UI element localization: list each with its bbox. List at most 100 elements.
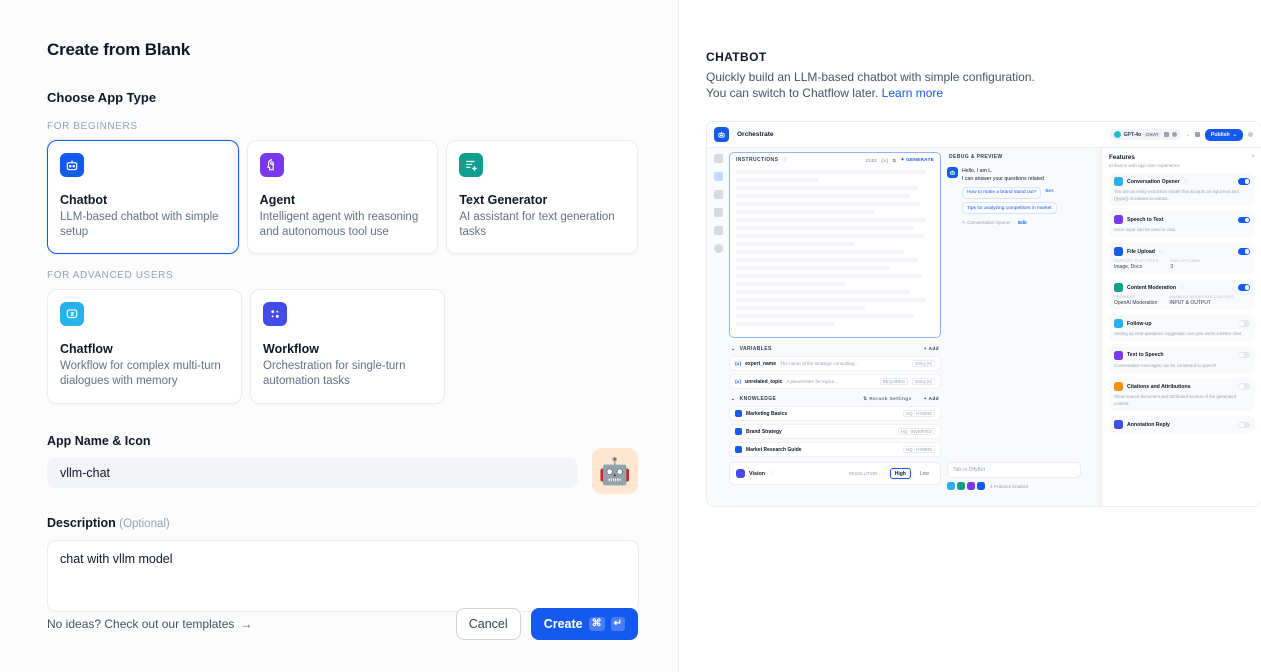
variable-desc: The name of the strategic consulting... [780, 361, 858, 367]
greeting-line-1: Hello, I am L. [962, 168, 993, 175]
compare-icon[interactable] [1194, 132, 1200, 138]
instructions-panel[interactable]: INSTRUCTIONS ⓘ 2182 {x} ⧉ ✦ GENERATE [729, 152, 941, 339]
description-textarea[interactable] [47, 539, 639, 612]
agent-brain-icon [259, 153, 284, 177]
feature-toggle[interactable] [1238, 320, 1250, 327]
variable-row[interactable]: {x} expert_name The name of the strategi… [729, 356, 941, 372]
info-description-text: Quickly build an LLM-based chatbot with … [706, 70, 1035, 100]
templates-link[interactable]: No ideas? Check out our templates → [47, 617, 252, 631]
feature-card-follow-up[interactable]: Follow-up Setting up next questions sugg… [1109, 315, 1255, 342]
rail-settings-icon[interactable] [713, 244, 723, 254]
insert-variable-icon[interactable]: {x} [881, 157, 889, 163]
skeleton-line [736, 218, 927, 222]
knowledge-row[interactable]: Market Research Guide HQ · HYBRID [729, 442, 941, 458]
create-button[interactable]: Create ⌘ ↵ [530, 608, 638, 640]
chevron-down-icon[interactable]: ⌄ [731, 346, 736, 353]
preview-topbar-right: GPT-4o CHAT ⌄ Publish ⌄ [1109, 128, 1253, 141]
rail-image-icon[interactable] [713, 190, 723, 200]
feature-card-annotation-reply[interactable]: Annotation Reply [1109, 416, 1255, 434]
rail-orchestrate-icon[interactable] [713, 172, 723, 182]
resolution-option-high[interactable]: High [889, 468, 911, 480]
for-beginners-label: FOR BEGINNERS [47, 121, 138, 132]
feature-card-citations[interactable]: Citations and Attributions Show source d… [1109, 378, 1255, 412]
suggested-question-overflow[interactable]: Bes [1045, 188, 1054, 194]
opener-edit-link[interactable]: Edit [1018, 220, 1027, 226]
skeleton-line [736, 298, 927, 302]
info-title: CHATBOT [706, 50, 767, 64]
meta-value: Image, Docs [1114, 264, 1143, 271]
app-type-card-workflow[interactable]: Workflow Orchestration for single-turn a… [250, 289, 445, 404]
suggested-question[interactable]: How to make a brand stand out? [962, 186, 1042, 199]
variable-type-badge: String (8) [911, 360, 935, 368]
add-knowledge-button[interactable]: + Add [923, 396, 939, 402]
feature-card-conversation-opener[interactable]: Conversation Opener ⓘ You are an entity … [1109, 173, 1255, 207]
chevron-down-icon: ⌄ [1232, 131, 1237, 138]
app-name-input[interactable] [47, 457, 578, 488]
info-icon: ⓘ [1180, 284, 1185, 290]
text-to-speech-icon [1114, 350, 1123, 360]
app-type-name: Agent [259, 193, 296, 207]
history-icon[interactable] [1248, 132, 1253, 138]
skeleton-line [736, 322, 835, 326]
feature-card-file-upload[interactable]: File Upload ⓘ SUPPORT FILE TYPES Image, … [1109, 243, 1255, 275]
app-type-card-chatflow[interactable]: Chatflow Workflow for complex multi-turn… [47, 289, 242, 404]
info-icon: ⓘ [1183, 178, 1189, 184]
chat-input[interactable]: Talk to DifyBot [947, 462, 1081, 479]
add-variable-button[interactable]: + Add [923, 346, 939, 352]
chevron-down-icon[interactable]: ⌄ [731, 396, 736, 403]
variable-type-badge: String (8) [911, 378, 935, 386]
info-icon: ⓘ [769, 470, 774, 476]
feature-card-speech-to-text[interactable]: Speech to Text Voice input can be used i… [1109, 211, 1255, 239]
feature-toggle[interactable] [1238, 351, 1250, 359]
chat-message-bot: Hello, I am L. I can answer your questio… [947, 167, 1081, 226]
feature-card-text-to-speech[interactable]: Text to Speech Conversation messages can… [1109, 346, 1255, 374]
rerank-settings-button[interactable]: ⇅ Rerank Settings [863, 396, 912, 402]
app-icon-picker[interactable]: 🤖 [592, 447, 638, 494]
app-type-card-text-generator[interactable]: Text Generator AI assistant for text gen… [446, 140, 639, 255]
feature-toggle[interactable] [1238, 421, 1250, 429]
app-type-desc: Intelligent agent with reasoning and aut… [259, 211, 419, 238]
model-selector[interactable]: GPT-4o CHAT [1109, 129, 1181, 141]
feature-toggle[interactable] [1238, 178, 1250, 185]
create-button-label: Create [543, 617, 583, 631]
chatflow-icon [60, 302, 84, 327]
copy-icon[interactable]: ⧉ [892, 157, 897, 163]
knowledge-row[interactable]: Marketing Basics HQ · HYBRID [729, 406, 941, 422]
feature-name: Citations and Attributions [1127, 383, 1191, 390]
suggested-question[interactable]: Tips for analyzing competitors in market [962, 202, 1057, 215]
generate-button[interactable]: ✦ GENERATE [900, 157, 934, 163]
publish-label: Publish [1210, 131, 1230, 138]
chevron-down-icon[interactable]: ⌄ [1185, 131, 1190, 138]
app-type-card-chatbot[interactable]: Chatbot LLM-based chatbot with simple se… [47, 140, 239, 255]
rail-logs-icon[interactable] [713, 208, 723, 218]
feature-toggle[interactable] [1238, 383, 1250, 390]
model-params-icon [1163, 132, 1169, 138]
meta-value: 3 [1170, 264, 1174, 271]
feature-toggle[interactable] [1238, 248, 1250, 255]
app-type-card-agent[interactable]: Agent Intelligent agent with reasoning a… [246, 140, 439, 255]
meta-key: SUPPORT FILE TYPES [1114, 259, 1159, 264]
description-optional-text: (Optional) [119, 517, 170, 530]
feature-card-content-moderation[interactable]: Content Moderation ⓘ PROVIDER OpenAI Mod… [1109, 279, 1255, 311]
bot-avatar [947, 167, 958, 179]
rail-annotations-icon[interactable] [713, 226, 723, 236]
debug-preview-heading: DEBUG & PREVIEW [949, 154, 1003, 161]
cancel-button[interactable]: Cancel [455, 608, 521, 640]
info-description: Quickly build an LLM-based chatbot with … [706, 70, 1056, 101]
close-icon[interactable]: × [1251, 154, 1255, 161]
preview-sidebar-rail [707, 148, 729, 507]
feature-toggle[interactable] [1238, 284, 1250, 291]
variable-row[interactable]: {x} unrelated_topic A placeholder for to… [729, 374, 941, 390]
vision-panel[interactable]: Vision ⓘ RESOLUTION ⓘ High Low [729, 462, 941, 486]
rail-overview-icon[interactable] [713, 154, 723, 164]
feature-toggle[interactable] [1238, 216, 1250, 224]
app-type-desc: LLM-based chatbot with simple setup [60, 211, 219, 238]
knowledge-row[interactable]: Brand Strategy HQ · INVERTED [729, 424, 941, 440]
publish-button[interactable]: Publish ⌄ [1204, 128, 1243, 141]
learn-more-link[interactable]: Learn more [881, 85, 944, 100]
arrow-right-icon: → [240, 617, 253, 631]
skeleton-line [736, 178, 820, 182]
resolution-option-low[interactable]: Low [919, 470, 929, 477]
skeleton-line [736, 242, 855, 246]
content-moderation-icon [1114, 283, 1123, 293]
